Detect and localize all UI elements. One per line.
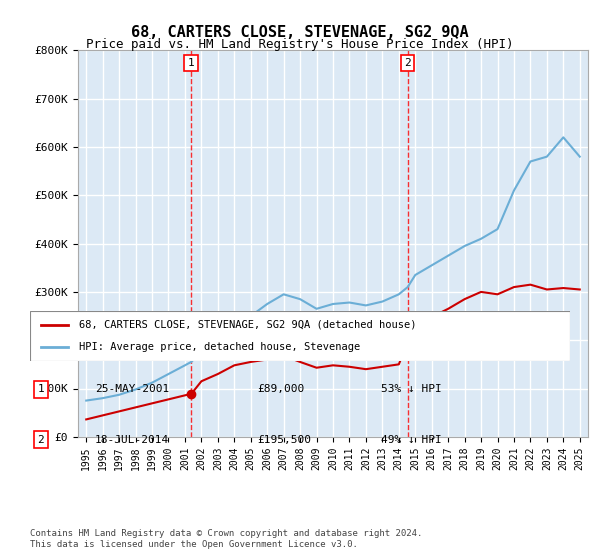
- Text: HPI: Average price, detached house, Stevenage: HPI: Average price, detached house, Stev…: [79, 342, 360, 352]
- Text: Contains HM Land Registry data © Crown copyright and database right 2024.
This d: Contains HM Land Registry data © Crown c…: [30, 529, 422, 549]
- Text: 1: 1: [188, 58, 194, 68]
- Text: 68, CARTERS CLOSE, STEVENAGE, SG2 9QA: 68, CARTERS CLOSE, STEVENAGE, SG2 9QA: [131, 25, 469, 40]
- Text: £195,500: £195,500: [257, 435, 311, 445]
- Text: 68, CARTERS CLOSE, STEVENAGE, SG2 9QA (detached house): 68, CARTERS CLOSE, STEVENAGE, SG2 9QA (d…: [79, 320, 416, 330]
- Text: 2: 2: [37, 435, 44, 445]
- Text: 49% ↓ HPI: 49% ↓ HPI: [381, 435, 442, 445]
- Text: 2: 2: [404, 58, 411, 68]
- Text: Price paid vs. HM Land Registry's House Price Index (HPI): Price paid vs. HM Land Registry's House …: [86, 38, 514, 51]
- FancyBboxPatch shape: [30, 311, 570, 361]
- Text: 18-JUL-2014: 18-JUL-2014: [95, 435, 169, 445]
- Text: 25-MAY-2001: 25-MAY-2001: [95, 384, 169, 394]
- Text: £89,000: £89,000: [257, 384, 304, 394]
- Text: 1: 1: [37, 384, 44, 394]
- Text: 53% ↓ HPI: 53% ↓ HPI: [381, 384, 442, 394]
